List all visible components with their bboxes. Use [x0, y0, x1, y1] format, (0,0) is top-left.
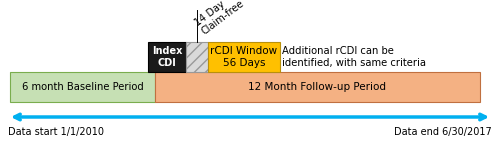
Text: 14 Day
Claim-free: 14 Day Claim-free: [193, 0, 246, 37]
Text: Data end 6/30/2017: Data end 6/30/2017: [394, 127, 492, 137]
Text: rCDI Window
56 Days: rCDI Window 56 Days: [210, 46, 278, 68]
Text: Data start 1/1/2010: Data start 1/1/2010: [8, 127, 104, 137]
Text: 12 Month Follow-up Period: 12 Month Follow-up Period: [248, 82, 386, 92]
Text: Index
CDI: Index CDI: [152, 46, 182, 68]
Bar: [10, 72, 155, 102]
Bar: [186, 42, 208, 72]
Bar: [208, 42, 280, 72]
Text: 6 month Baseline Period: 6 month Baseline Period: [22, 82, 144, 92]
Bar: [148, 42, 186, 72]
Text: Additional rCDI can be
identified, with same criteria: Additional rCDI can be identified, with …: [282, 46, 426, 68]
Bar: [155, 72, 480, 102]
